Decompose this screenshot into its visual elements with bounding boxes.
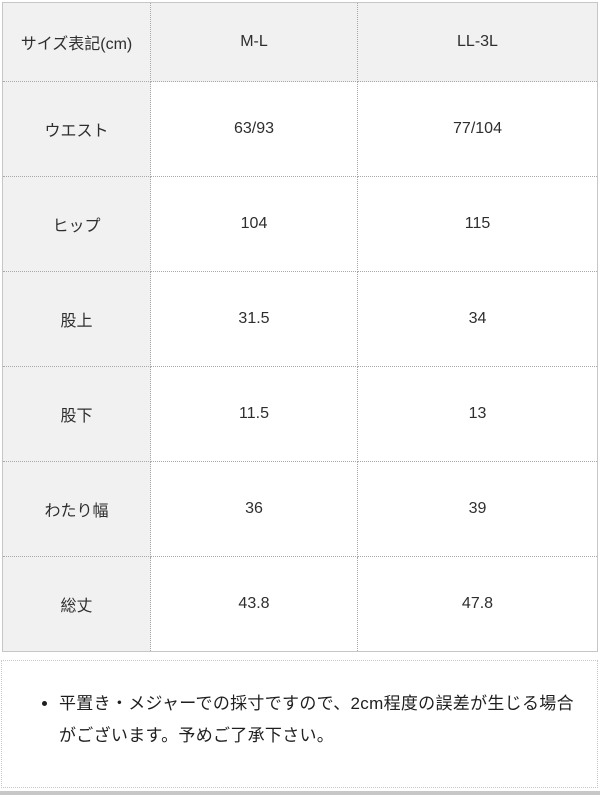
size-table-body: ウエスト 63/93 77/104 ヒップ 104 115 股上 31.5 34…: [2, 81, 598, 652]
table-row-thigh-width: わたり幅 36 39: [2, 461, 598, 557]
table-row-inseam: 股下 11.5 13: [2, 366, 598, 462]
table-row-rise: 股上 31.5 34: [2, 271, 598, 367]
inseam-value-ml: 11.5: [150, 366, 358, 462]
row-label-waist: ウエスト: [2, 81, 151, 177]
size-table: サイズ表記(cm) M-L LL-3L ウエスト 63/93 77/104 ヒッ…: [2, 2, 598, 652]
hip-value-ml: 104: [150, 176, 358, 272]
waist-value-ml: 63/93: [150, 81, 358, 177]
row-label-inseam: 股下: [2, 366, 151, 462]
rise-value-ml: 31.5: [150, 271, 358, 367]
total-length-value-ml: 43.8: [150, 556, 358, 652]
rise-value-ll3l: 34: [357, 271, 598, 367]
bottom-divider-bar: [0, 791, 600, 795]
table-row-hip: ヒップ 104 115: [2, 176, 598, 272]
table-row-total-length: 総丈 43.8 47.8: [2, 556, 598, 652]
size-table-header: サイズ表記(cm) M-L LL-3L: [2, 2, 598, 82]
measurement-note-box: 平置き・メジャーでの採寸ですので、2cm程度の誤差が生じる場合がございます。予め…: [1, 660, 598, 788]
total-length-value-ll3l: 47.8: [357, 556, 598, 652]
header-cell-size-ll3l: LL-3L: [357, 2, 598, 82]
thigh-width-value-ll3l: 39: [357, 461, 598, 557]
waist-value-ll3l: 77/104: [357, 81, 598, 177]
row-label-total-length: 総丈: [2, 556, 151, 652]
thigh-width-value-ml: 36: [150, 461, 358, 557]
header-row: サイズ表記(cm) M-L LL-3L: [2, 2, 598, 82]
header-cell-size-ml: M-L: [150, 2, 358, 82]
inseam-value-ll3l: 13: [357, 366, 598, 462]
row-label-thigh-width: わたり幅: [2, 461, 151, 557]
row-label-hip: ヒップ: [2, 176, 151, 272]
note-list: 平置き・メジャーでの採寸ですので、2cm程度の誤差が生じる場合がございます。予め…: [32, 688, 585, 752]
note-text: 平置き・メジャーでの採寸ですので、2cm程度の誤差が生じる場合がございます。予め…: [59, 688, 585, 752]
row-label-rise: 股上: [2, 271, 151, 367]
hip-value-ll3l: 115: [357, 176, 598, 272]
table-row-waist: ウエスト 63/93 77/104: [2, 81, 598, 177]
header-cell-size-label: サイズ表記(cm): [2, 2, 151, 82]
